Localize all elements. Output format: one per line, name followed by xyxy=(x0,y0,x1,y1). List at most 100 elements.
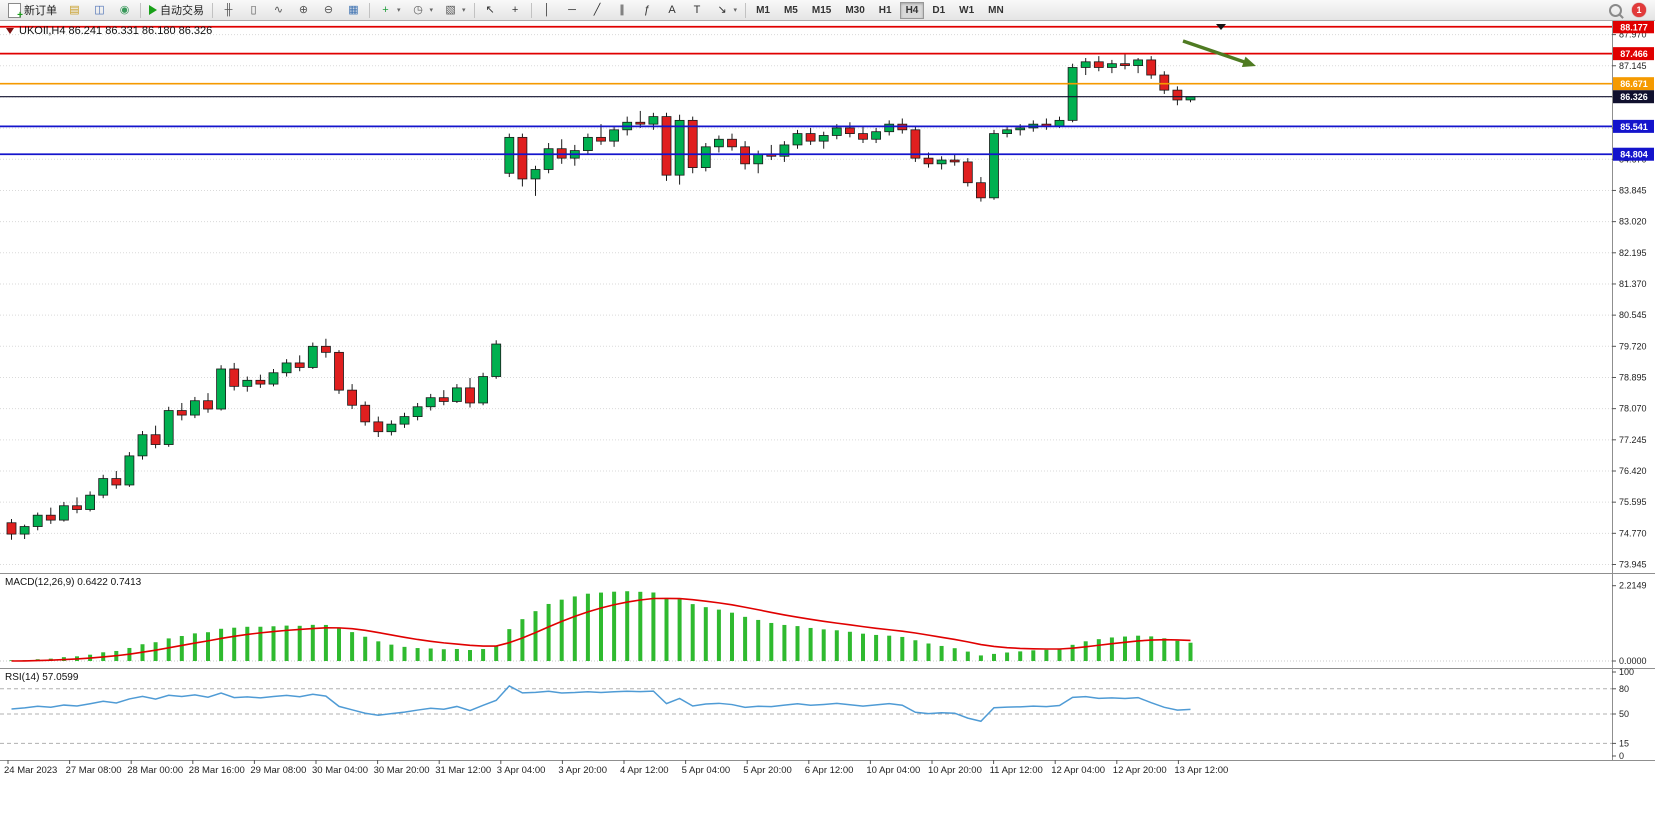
data-window-button[interactable]: ◫ xyxy=(87,2,112,19)
candle-body xyxy=(1015,127,1026,131)
candle-body xyxy=(740,146,750,165)
price-tick-label: 74.770 xyxy=(1619,528,1647,538)
timeframe-d1-button[interactable]: D1 xyxy=(932,4,946,16)
timeframe-m15-button[interactable]: M15 xyxy=(811,4,832,16)
horizontal-line-button[interactable]: ─ xyxy=(560,2,585,19)
channel-button[interactable]: ∥ xyxy=(610,2,635,19)
candle-body xyxy=(294,362,305,368)
candle-body xyxy=(884,123,895,133)
label-button[interactable]: T xyxy=(685,2,710,19)
time-axis-label: 13 Apr 12:00 xyxy=(1174,765,1228,776)
price-line-badge xyxy=(1613,21,1654,34)
template-button[interactable]: ▧ ▾ xyxy=(438,2,471,19)
candle-body xyxy=(137,434,148,457)
price-tick-label: 83.845 xyxy=(1619,185,1647,195)
rsi-label: RSI(14) 57.0599 xyxy=(5,672,79,683)
periods-button[interactable]: ◷ ▾ xyxy=(406,2,439,19)
new-order-button[interactable]: 新订单 xyxy=(3,2,62,21)
timeframe-mn-button[interactable]: MN xyxy=(988,4,1004,16)
line-chart-button[interactable]: ∿ xyxy=(266,2,291,19)
candle-body xyxy=(465,387,475,404)
price-tick-label: 75.595 xyxy=(1619,497,1647,507)
trend-arrow[interactable] xyxy=(1182,39,1245,64)
candle-body xyxy=(517,136,528,180)
toolbar-separator xyxy=(212,2,213,18)
candle-body xyxy=(609,129,619,142)
search-icon[interactable] xyxy=(1609,3,1622,17)
candle-body xyxy=(871,131,881,140)
time-axis[interactable] xyxy=(7,760,1179,764)
price-line-badge-label: 84.804 xyxy=(1620,150,1648,160)
candle-body xyxy=(504,136,515,174)
auto-trading-button[interactable]: 自动交易 xyxy=(144,2,209,19)
text-button[interactable]: A xyxy=(660,2,685,19)
timeframe-h1-button[interactable]: H1 xyxy=(878,4,892,16)
trendline-button[interactable]: ╱ xyxy=(585,2,610,19)
navigator-button[interactable]: ◉ xyxy=(112,2,137,19)
candle-body xyxy=(98,478,109,496)
macd-axis-label: 0.0000 xyxy=(1619,656,1647,666)
main-toolbar: 新订单 ▤◫◉ 自动交易 ╫▯∿⊕⊖▦ +▾◷▾▧▾ ↖+ │─╱∥ƒAT↘▾ … xyxy=(0,0,1655,21)
candle-body xyxy=(268,372,279,385)
text-icon: A xyxy=(668,3,676,16)
candle-body xyxy=(478,376,489,404)
candle-body xyxy=(596,136,606,142)
candle-body xyxy=(805,133,816,142)
candle-body xyxy=(976,182,986,199)
timeframe-group: M1 M5 M15 M30 H1 H4 D1 W1 MN xyxy=(749,1,1011,19)
market-watch-button[interactable]: ▤ xyxy=(62,2,87,19)
arrows-button[interactable]: ↘ ▾ xyxy=(710,2,743,19)
candle-body xyxy=(923,157,934,165)
auto-trading-label: 自动交易 xyxy=(160,5,204,17)
macd-signal-line xyxy=(11,597,1191,662)
price-tick-label: 80.545 xyxy=(1619,310,1647,320)
time-axis-label: 5 Apr 20:00 xyxy=(743,765,792,776)
time-axis-label: 28 Mar 16:00 xyxy=(189,765,245,776)
rsi-axis-label: 15 xyxy=(1619,738,1629,748)
timeframe-w1-button[interactable]: W1 xyxy=(959,4,975,16)
candle-body xyxy=(438,397,449,402)
candle-body xyxy=(176,410,187,416)
candle-body xyxy=(72,505,82,510)
candle-body xyxy=(124,455,135,486)
market-watch-icon: ▤ xyxy=(69,3,80,16)
line-chart-icon: ∿ xyxy=(273,3,284,16)
bar-chart-button[interactable]: ╫ xyxy=(216,2,241,19)
cursor-button[interactable]: ↖ xyxy=(478,2,503,19)
candle-body xyxy=(543,148,554,170)
price-line-badge xyxy=(1613,147,1654,161)
candlestick-chart-button[interactable]: ▯ xyxy=(241,2,266,19)
rsi-axis-label: 0 xyxy=(1619,751,1624,761)
timeframe-m30-button[interactable]: M30 xyxy=(845,4,865,16)
price-tick-label: 82.195 xyxy=(1619,248,1647,258)
candle-body xyxy=(1159,74,1170,91)
price-line-badge xyxy=(1613,77,1654,91)
zoom-out-button[interactable]: ⊖ xyxy=(316,2,341,19)
navigator-icon: ◉ xyxy=(119,3,130,16)
crosshair-button[interactable]: + xyxy=(503,2,528,19)
candle-body xyxy=(229,368,240,387)
candle-body xyxy=(1093,61,1104,68)
candle-body xyxy=(792,133,803,146)
candle-body xyxy=(360,404,371,423)
zoom-in-button[interactable]: ⊕ xyxy=(291,2,316,19)
timeframe-m1-button[interactable]: M1 xyxy=(756,4,770,16)
fibonacci-button[interactable]: ƒ xyxy=(635,2,660,19)
candle-body xyxy=(1080,61,1091,68)
crosshair-icon: + xyxy=(511,3,519,16)
candle-body xyxy=(412,406,423,417)
timeframe-h4-button[interactable]: H4 xyxy=(899,1,925,19)
candle-body xyxy=(949,159,960,163)
timeframe-m5-button[interactable]: M5 xyxy=(783,4,798,16)
price-line-badge xyxy=(1613,119,1654,133)
rsi-axis-label: 50 xyxy=(1619,709,1629,719)
auto-trading-icon xyxy=(149,5,157,15)
label-icon: T xyxy=(693,3,701,16)
notification-badge[interactable]: 1 xyxy=(1632,3,1646,17)
new-chart-button[interactable]: + ▾ xyxy=(373,2,406,19)
collapse-icon[interactable] xyxy=(6,28,14,34)
chart-canvas[interactable]: 87.97087.14586.32085.49584.67083.84583.0… xyxy=(0,21,1655,780)
price-tick-label: 81.370 xyxy=(1619,279,1647,289)
vertical-line-button[interactable]: │ xyxy=(535,2,560,19)
tile-windows-button[interactable]: ▦ xyxy=(341,2,366,19)
